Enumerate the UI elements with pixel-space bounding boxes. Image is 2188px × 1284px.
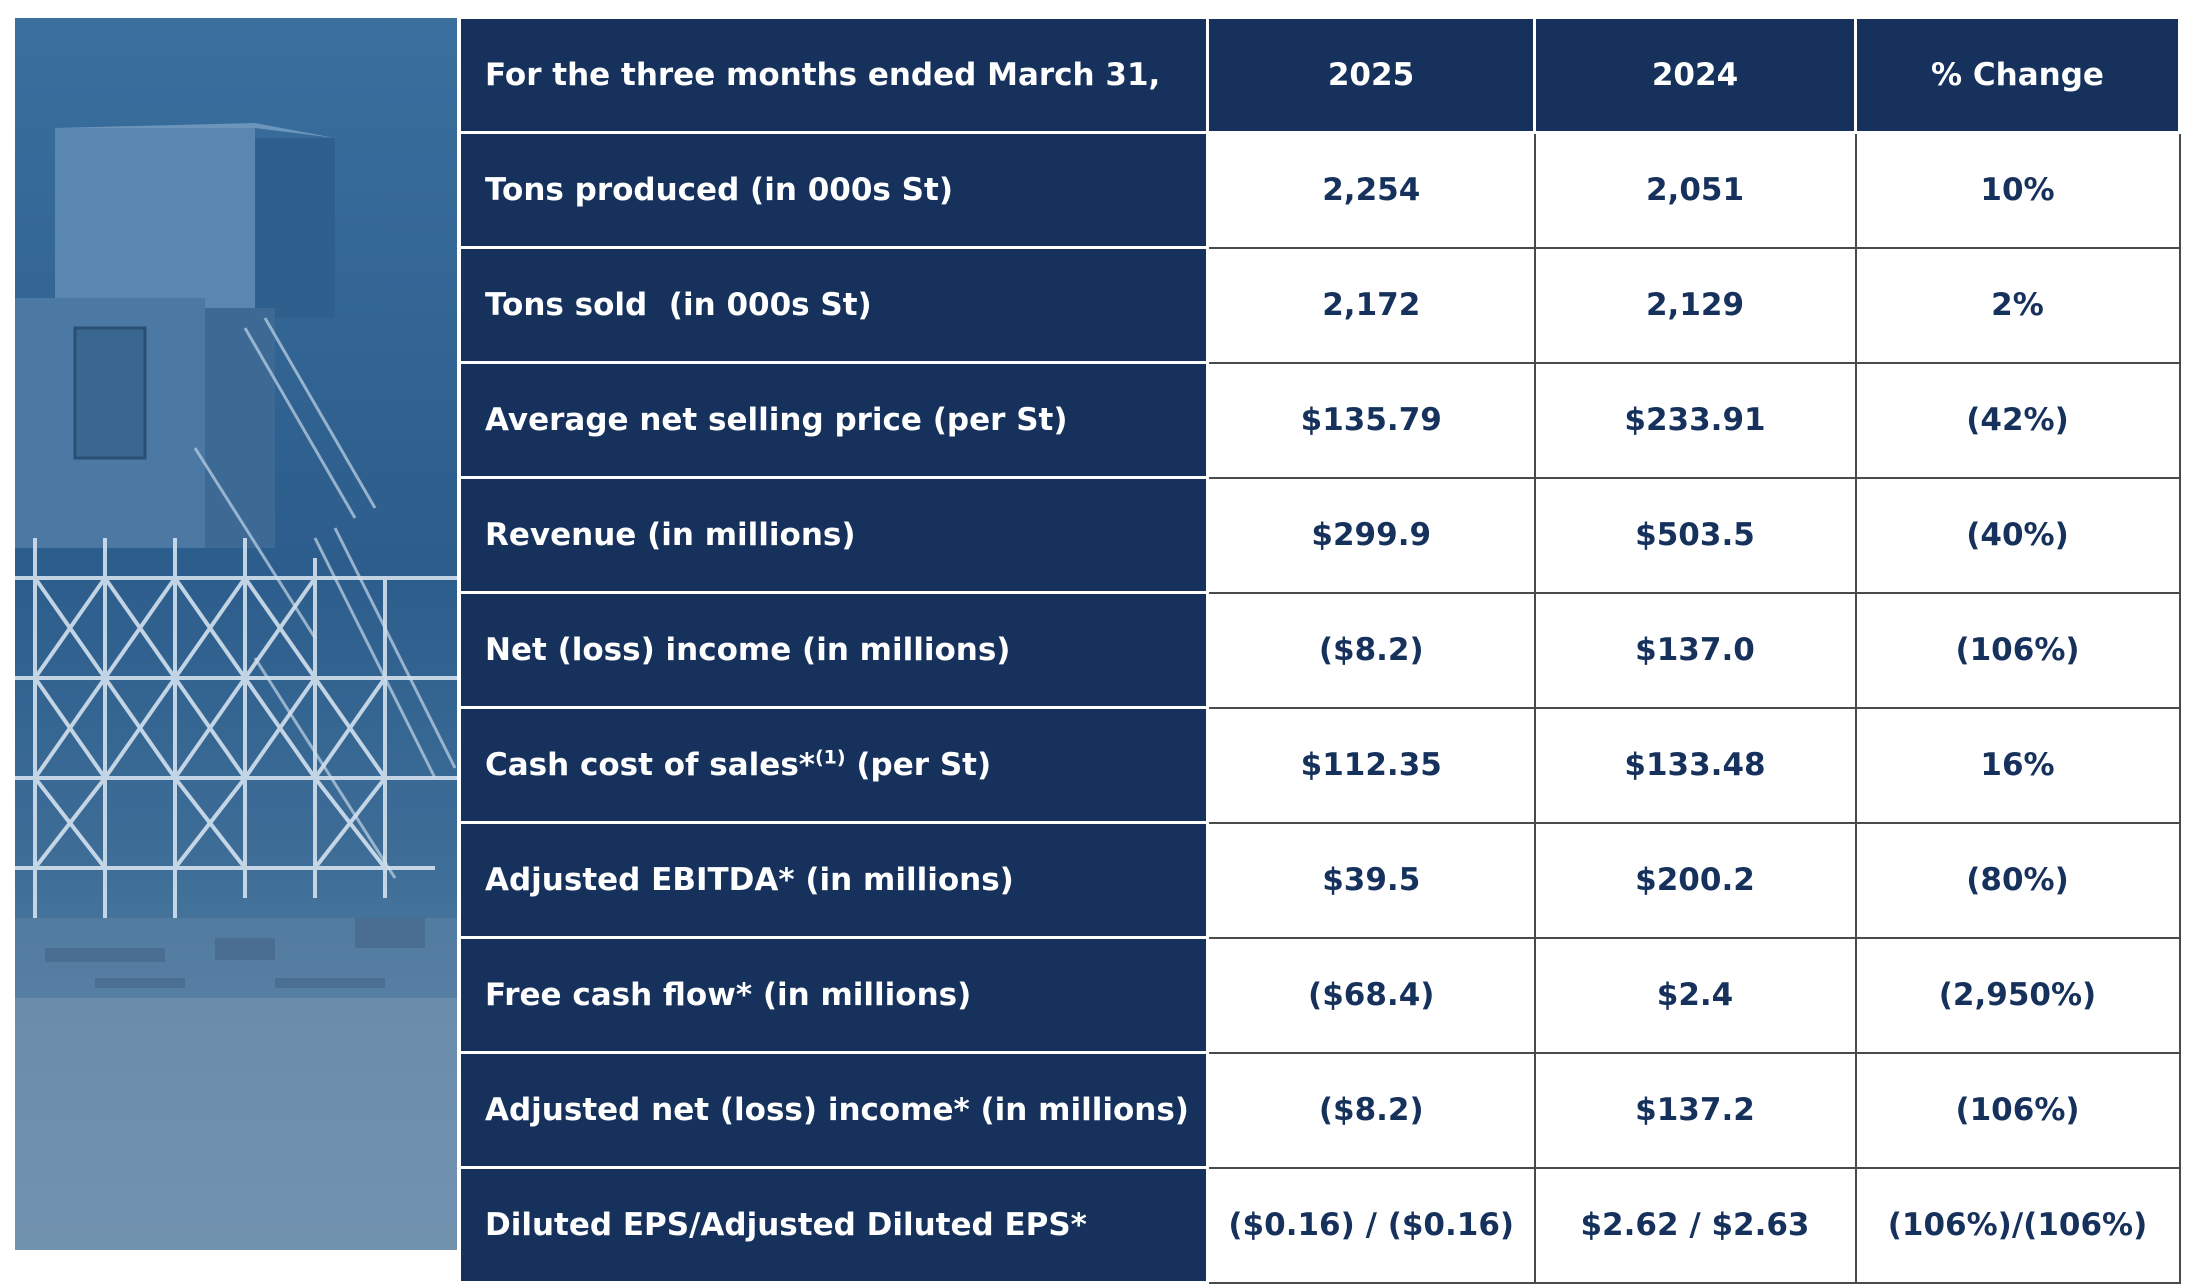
row-label: Tons produced (in 000s St)	[458, 131, 1209, 249]
value-2024: $503.5	[1533, 476, 1857, 594]
value-2024: $2.62 / $2.63	[1533, 1166, 1857, 1284]
row-label: Cash cost of sales*(1) (per St)	[458, 706, 1209, 824]
table-row: Average net selling price (per St) $135.…	[458, 361, 2181, 479]
value-change: (80%)	[1854, 821, 2181, 939]
quarterly-metrics-table: For the three months ended March 31, 202…	[458, 16, 2181, 1284]
table-row: Free cash flow* (in millions) ($68.4) $2…	[458, 936, 2181, 1054]
value-2025: $112.35	[1206, 706, 1536, 824]
value-change: 10%	[1854, 131, 2181, 249]
value-change: (2,950%)	[1854, 936, 2181, 1054]
value-change: (40%)	[1854, 476, 2181, 594]
table-row: Adjusted EBITDA* (in millions) $39.5 $20…	[458, 821, 2181, 939]
value-change: 16%	[1854, 706, 2181, 824]
table-row: Cash cost of sales*(1) (per St) $112.35 …	[458, 706, 2181, 824]
value-change: (106%)/(106%)	[1854, 1166, 2181, 1284]
table-row: Adjusted net (loss) income* (in millions…	[458, 1051, 2181, 1169]
value-2024: $137.2	[1533, 1051, 1857, 1169]
table-row: Tons sold (in 000s St) 2,172 2,129 2%	[458, 246, 2181, 364]
value-2024: 2,129	[1533, 246, 1857, 364]
row-label: Adjusted EBITDA* (in millions)	[458, 821, 1209, 939]
value-2025: $135.79	[1206, 361, 1536, 479]
row-label: Net (loss) income (in millions)	[458, 591, 1209, 709]
row-label: Diluted EPS/Adjusted Diluted EPS*	[458, 1166, 1209, 1284]
row-label: Free cash flow* (in millions)	[458, 936, 1209, 1054]
value-2025: ($8.2)	[1206, 591, 1536, 709]
year-2024-header: 2024	[1533, 16, 1857, 134]
value-2024: $133.48	[1533, 706, 1857, 824]
value-2025: $299.9	[1206, 476, 1536, 594]
value-2025: 2,254	[1206, 131, 1536, 249]
value-change: (42%)	[1854, 361, 2181, 479]
footnote-marker: (1)	[814, 746, 846, 769]
value-2025: ($8.2)	[1206, 1051, 1536, 1169]
row-label: Average net selling price (per St)	[458, 361, 1209, 479]
table-row: Diluted EPS/Adjusted Diluted EPS* ($0.16…	[458, 1166, 2181, 1284]
value-2025: ($68.4)	[1206, 936, 1536, 1054]
row-label: Revenue (in millions)	[458, 476, 1209, 594]
table-header-row: For the three months ended March 31, 202…	[458, 16, 2181, 134]
value-2024: $233.91	[1533, 361, 1857, 479]
period-header: For the three months ended March 31,	[458, 16, 1209, 134]
value-2024: 2,051	[1533, 131, 1857, 249]
table-row: Revenue (in millions) $299.9 $503.5 (40%…	[458, 476, 2181, 594]
table-row: Tons produced (in 000s St) 2,254 2,051 1…	[458, 131, 2181, 249]
table-row: Net (loss) income (in millions) ($8.2) $…	[458, 591, 2181, 709]
value-change: 2%	[1854, 246, 2181, 364]
row-label-suffix: (per St)	[845, 747, 992, 783]
value-change: (106%)	[1854, 591, 2181, 709]
value-2024: $2.4	[1533, 936, 1857, 1054]
plant-structure-illustration	[15, 123, 457, 1250]
value-2024: $200.2	[1533, 821, 1857, 939]
value-2025: 2,172	[1206, 246, 1536, 364]
value-change: (106%)	[1854, 1051, 2181, 1169]
percent-change-header: % Change	[1854, 16, 2181, 134]
value-2025: $39.5	[1206, 821, 1536, 939]
row-label-main: Cash cost of sales*	[485, 747, 815, 783]
value-2025: ($0.16) / ($0.16)	[1206, 1166, 1536, 1284]
value-2024: $137.0	[1533, 591, 1857, 709]
industrial-plant-photo	[15, 18, 457, 1250]
row-label: Tons sold (in 000s St)	[458, 246, 1209, 364]
year-2025-header: 2025	[1206, 16, 1536, 134]
row-label: Adjusted net (loss) income* (in millions…	[458, 1051, 1209, 1169]
